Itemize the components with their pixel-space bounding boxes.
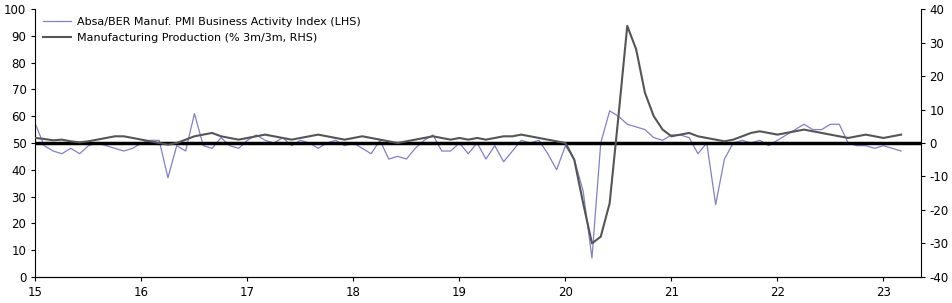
Line: Manufacturing Production (% 3m/3m, RHS): Manufacturing Production (% 3m/3m, RHS) [35,26,901,243]
Absa/BER Manuf. PMI Business Activity Index (LHS) [232,147,244,150]
Absa/BER Manuf. PMI Business Activity Index (LHS) [726,141,738,145]
Manufacturing Production (% 3m/3m, RHS) [462,138,473,142]
Absa/BER Manuf. PMI Business Activity Index (LHS) [585,256,597,260]
Manufacturing Production (% 3m/3m, RHS) [232,138,244,142]
Absa/BER Manuf. PMI Business Activity Index (LHS) [488,144,500,148]
Legend: Absa/BER Manuf. PMI Business Activity Index (LHS), Manufacturing Production (% 3: Absa/BER Manuf. PMI Business Activity In… [39,12,365,47]
Absa/BER Manuf. PMI Business Activity Index (LHS) [294,138,306,142]
Manufacturing Production (% 3m/3m, RHS) [488,136,500,140]
Absa/BER Manuf. PMI Business Activity Index (LHS) [604,109,615,113]
Manufacturing Production (% 3m/3m, RHS) [895,133,906,136]
Absa/BER Manuf. PMI Business Activity Index (LHS) [259,138,270,142]
Manufacturing Production (% 3m/3m, RHS) [259,133,270,136]
Line: Absa/BER Manuf. PMI Business Activity Index (LHS): Absa/BER Manuf. PMI Business Activity In… [35,111,901,258]
Manufacturing Production (% 3m/3m, RHS) [585,241,597,245]
Manufacturing Production (% 3m/3m, RHS) [294,136,306,140]
Manufacturing Production (% 3m/3m, RHS) [726,138,738,142]
Manufacturing Production (% 3m/3m, RHS) [30,136,41,140]
Absa/BER Manuf. PMI Business Activity Index (LHS) [895,149,906,153]
Absa/BER Manuf. PMI Business Activity Index (LHS) [462,152,473,155]
Absa/BER Manuf. PMI Business Activity Index (LHS) [30,122,41,126]
Manufacturing Production (% 3m/3m, RHS) [621,24,632,28]
